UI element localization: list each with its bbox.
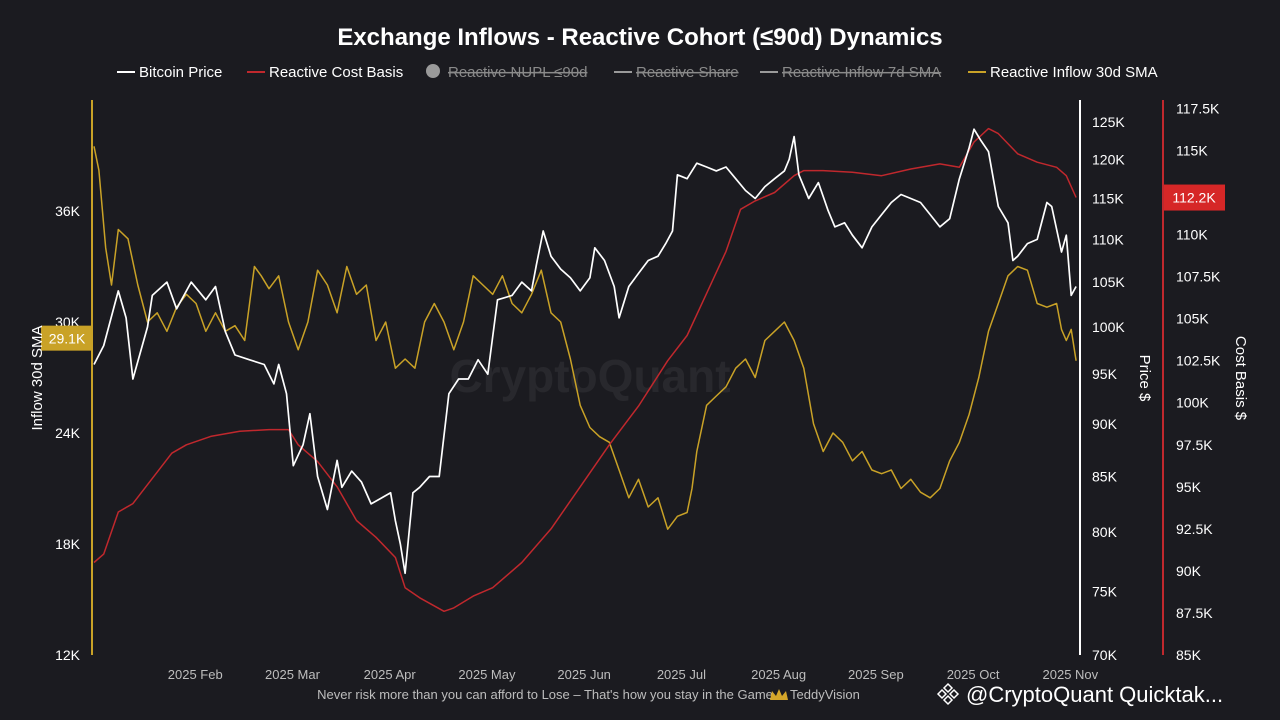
legend: Bitcoin Price Reactive Cost Basis Reactive… bbox=[117, 64, 1158, 81]
price-tick-label: 120K bbox=[1092, 151, 1125, 167]
inflow-axis-title: Inflow 30d SMA bbox=[29, 325, 46, 430]
cost-basis-badge-label: 112.2K bbox=[1172, 190, 1216, 206]
brand-handle: @CryptoQuant Quicktak... bbox=[966, 682, 1223, 707]
series-line-bitcoin-price bbox=[93, 128, 1077, 575]
legend-item-1[interactable]: Reactive Cost Basis bbox=[247, 64, 403, 81]
price-tick-label: 70K bbox=[1092, 647, 1118, 663]
price-tick-label: 95K bbox=[1092, 366, 1118, 382]
x-tick-label: 2025 Jun bbox=[557, 667, 611, 682]
x-tick-label: 2025 May bbox=[458, 667, 516, 682]
series-line-reactive-inflow-30d-sma bbox=[93, 146, 1077, 530]
brand: @CryptoQuant Quicktak... bbox=[936, 682, 1223, 707]
price-tick-label: 125K bbox=[1092, 114, 1125, 130]
x-tick-label: 2025 Feb bbox=[168, 667, 223, 682]
footer-author: TeddyVision bbox=[790, 687, 860, 702]
legend-item-3[interactable]: Reactive Share bbox=[614, 64, 739, 81]
series-line-reactive-cost-basis bbox=[93, 127, 1077, 613]
legend-label: Reactive Inflow 7d SMA bbox=[782, 64, 941, 81]
cost-basis-tick-label: 95K bbox=[1176, 479, 1202, 495]
cost-basis-tick-label: 102.5K bbox=[1176, 353, 1221, 369]
footer-disclaimer: Never risk more than you can afford to L… bbox=[317, 687, 773, 702]
cost-basis-tick-label: 117.5K bbox=[1176, 100, 1220, 116]
price-tick-label: 110K bbox=[1092, 231, 1124, 247]
cost-basis-axis-title: Cost Basis $ bbox=[1232, 336, 1249, 421]
x-tick-label: 2025 Aug bbox=[751, 667, 806, 682]
legend-label: Reactive Cost Basis bbox=[269, 64, 403, 81]
value-badges: 29.1K 112.2K bbox=[41, 184, 1225, 351]
x-tick-label: 2025 Mar bbox=[265, 667, 321, 682]
inflow-badge-bg bbox=[41, 325, 93, 351]
x-tick-label: 2025 Sep bbox=[848, 667, 904, 682]
crown-icon bbox=[770, 689, 788, 700]
binance-logo-icon bbox=[936, 682, 960, 706]
cost-basis-tick-label: 87.5K bbox=[1176, 605, 1213, 621]
cost-basis-tick-label: 110K bbox=[1176, 227, 1208, 243]
cost-basis-badge-bg bbox=[1164, 184, 1225, 211]
footer: Never risk more than you can afford to L… bbox=[317, 687, 860, 702]
legend-label: Bitcoin Price bbox=[139, 64, 222, 81]
legend-item-5[interactable]: Reactive Inflow 30d SMA bbox=[968, 64, 1158, 81]
inflow-badge-label: 29.1K bbox=[49, 331, 86, 347]
cost-basis-tick-label: 90K bbox=[1176, 563, 1202, 579]
price-tick-label: 85K bbox=[1092, 468, 1118, 484]
x-tick-label: 2025 Oct bbox=[947, 667, 1000, 682]
price-tick-label: 75K bbox=[1092, 584, 1118, 600]
price-axis-title: Price $ bbox=[1136, 355, 1153, 402]
series-layer bbox=[93, 127, 1077, 613]
x-tick-label: 2025 Apr bbox=[364, 667, 417, 682]
axes: 12K18K24K30K36K70K75K80K85K90K95K100K105… bbox=[55, 100, 1221, 682]
inflow-current-badge: 29.1K bbox=[41, 325, 93, 351]
x-tick-label: 2025 Nov bbox=[1043, 667, 1099, 682]
legend-label: Reactive NUPL ≤90d bbox=[448, 64, 587, 81]
cost-basis-tick-label: 105K bbox=[1176, 311, 1209, 327]
cost-basis-tick-label: 97.5K bbox=[1176, 437, 1213, 453]
legend-label: Reactive Share bbox=[636, 64, 739, 81]
cost-basis-tick-label: 100K bbox=[1176, 395, 1209, 411]
x-tick-label: 2025 Jul bbox=[657, 667, 706, 682]
inflow-tick-label: 36K bbox=[55, 203, 81, 219]
legend-item-4[interactable]: Reactive Inflow 7d SMA bbox=[760, 64, 941, 81]
cost-basis-tick-label: 92.5K bbox=[1176, 521, 1213, 537]
price-tick-label: 115K bbox=[1092, 190, 1124, 206]
legend-item-2[interactable]: Reactive NUPL ≤90d bbox=[426, 64, 587, 81]
cost-basis-current-badge: 112.2K bbox=[1164, 184, 1225, 211]
inflow-tick-label: 24K bbox=[55, 425, 81, 441]
legend-item-0[interactable]: Bitcoin Price bbox=[117, 64, 222, 81]
price-tick-label: 80K bbox=[1092, 524, 1118, 540]
cost-basis-tick-label: 107.5K bbox=[1176, 269, 1221, 285]
price-tick-label: 90K bbox=[1092, 416, 1118, 432]
legend-dot-icon bbox=[426, 64, 440, 78]
legend-label: Reactive Inflow 30d SMA bbox=[990, 64, 1158, 81]
chart-title: Exchange Inflows - Reactive Cohort (≤90d… bbox=[337, 24, 942, 51]
price-tick-label: 105K bbox=[1092, 274, 1125, 290]
inflow-tick-label: 12K bbox=[55, 647, 81, 663]
cost-basis-tick-label: 85K bbox=[1176, 647, 1202, 663]
watermark: CryptoQuant bbox=[449, 350, 730, 402]
inflow-tick-label: 18K bbox=[55, 536, 81, 552]
price-tick-label: 100K bbox=[1092, 319, 1125, 335]
cost-basis-tick-label: 115K bbox=[1176, 142, 1208, 158]
